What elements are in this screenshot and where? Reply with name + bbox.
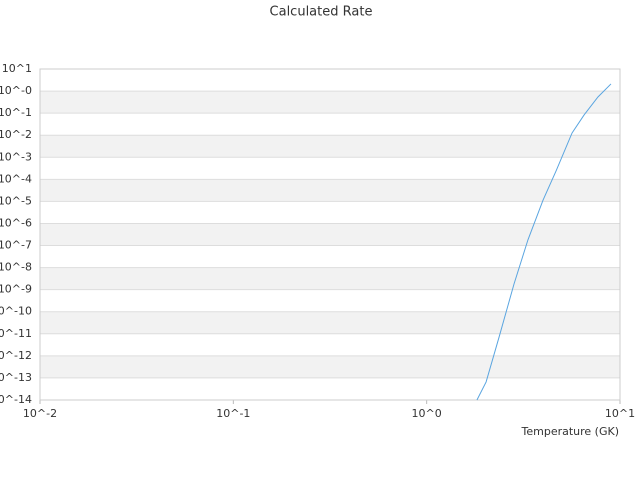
- y-tick-label: 10^-14: [0, 393, 32, 406]
- y-tick-label: 10^-3: [0, 150, 32, 163]
- data-line: [476, 83, 612, 401]
- grid-band: [40, 355, 620, 378]
- grid-band: [40, 223, 620, 246]
- y-tick-label: 10^1: [2, 62, 32, 75]
- y-tick-label: 10^-6: [0, 216, 32, 229]
- y-tick-label: 10^-8: [0, 261, 32, 274]
- grid-band: [40, 179, 620, 202]
- x-tick-label: 10^0: [412, 407, 442, 420]
- grid-band: [40, 267, 620, 290]
- y-tick-label: 10^-13: [0, 371, 32, 384]
- y-tick-label: 10^-9: [0, 283, 32, 296]
- x-tick-label: 10^-1: [216, 407, 250, 420]
- y-tick-label: 10^-4: [0, 172, 32, 185]
- x-tick-label: 10^-2: [23, 407, 57, 420]
- grid-band: [40, 311, 620, 334]
- grid-band: [40, 135, 620, 158]
- y-tick-label: 10^-11: [0, 327, 32, 340]
- y-tick-label: 10^-0: [0, 84, 32, 97]
- x-tick-label: 10^1: [605, 407, 635, 420]
- y-tick-label: 10^-10: [0, 305, 32, 318]
- y-tick-label: 10^-7: [0, 239, 32, 252]
- chart-title: Calculated Rate: [270, 5, 373, 20]
- y-tick-label: 10^-5: [0, 194, 32, 207]
- y-tick-label: 10^-2: [0, 128, 32, 141]
- grid-band: [40, 91, 620, 114]
- y-tick-label: 10^-1: [0, 106, 32, 119]
- plot-frame: [39, 68, 621, 401]
- y-tick-label: 10^-12: [0, 349, 32, 362]
- x-axis-label: Temperature (GK): [521, 425, 620, 438]
